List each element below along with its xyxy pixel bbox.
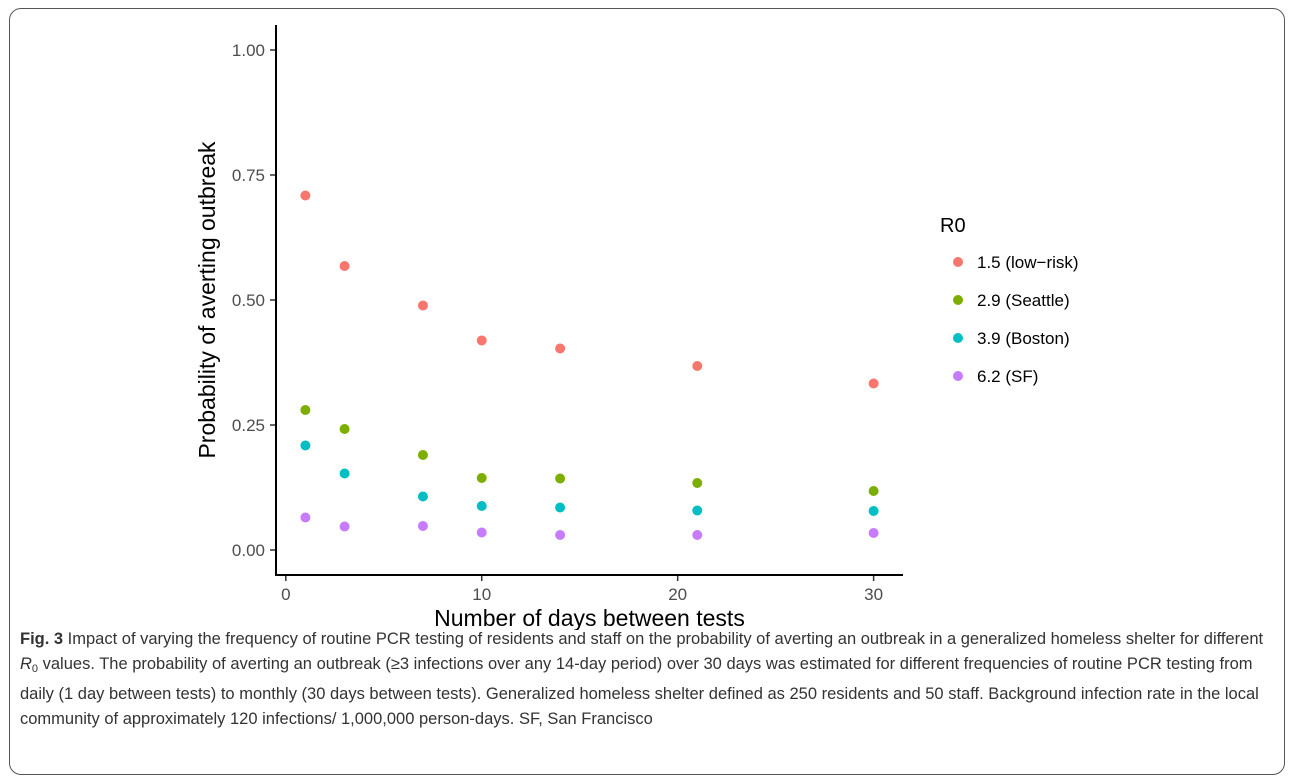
data-point: [692, 505, 703, 516]
data-point: [692, 361, 703, 371]
data-point: [476, 335, 487, 346]
legend: R0 1.5 (low−risk) 2.9 (Seattle) 3.9 (Bosto…: [940, 215, 1079, 386]
data-point: [476, 527, 487, 538]
data-point: [476, 473, 487, 483]
data-point: [300, 440, 311, 451]
data-point: [555, 343, 566, 354]
figure-label: Fig. 3: [20, 630, 64, 648]
data-point: [417, 521, 428, 531]
data-point: [692, 478, 703, 488]
data-point: [555, 530, 566, 540]
data-point: [417, 491, 428, 502]
data-point: [555, 473, 566, 484]
r0-subscript: 0: [31, 663, 39, 675]
y-tick-label: 0.25: [232, 416, 265, 435]
legend-key: [953, 333, 963, 343]
legend-label: 3.9 (Boston): [977, 329, 1070, 348]
r0-symbol: R: [20, 655, 32, 673]
y-tick-label: 0.75: [232, 166, 265, 185]
legend-title: R0: [940, 215, 966, 237]
caption-text-part2: values. The probability of averting an o…: [20, 655, 1259, 728]
legend-label: 6.2 (SF): [977, 367, 1038, 386]
data-point: [339, 521, 350, 532]
data-point: [692, 530, 703, 540]
x-axis-ticks: 0 10 20 30: [281, 575, 883, 604]
x-axis-label: Number of days between tests: [434, 605, 745, 630]
y-tick-label: 1.00: [232, 41, 265, 60]
x-tick-label: 0: [281, 585, 290, 604]
y-tick-label: 0.00: [232, 541, 265, 560]
data-point: [300, 190, 311, 201]
data-point: [555, 502, 566, 513]
legend-key: [953, 371, 963, 381]
data-point: [476, 501, 487, 511]
legend-label: 2.9 (Seattle): [977, 291, 1070, 310]
y-tick-label: 0.50: [232, 291, 265, 310]
y-axis-label: Probability of averting outbreak: [194, 141, 220, 459]
y-axis-ticks: 0.00 0.25 0.50 0.75 1.00: [232, 41, 276, 560]
data-point: [868, 378, 879, 389]
data-point: [868, 528, 879, 538]
legend-label: 1.5 (low−risk): [977, 253, 1079, 272]
data-point: [868, 506, 879, 516]
data-point: [417, 450, 428, 460]
figure-frame: [9, 8, 1285, 775]
x-tick-label: 10: [472, 585, 491, 604]
data-points: [300, 190, 879, 540]
data-point: [868, 486, 879, 496]
legend-key: [953, 295, 963, 305]
caption-text-part1: Impact of varying the frequency of routi…: [63, 630, 1264, 648]
data-point: [339, 468, 350, 479]
legend-key: [953, 257, 963, 267]
data-point: [339, 261, 350, 271]
scatter-chart: 0.00 0.25 0.50 0.75 1.00 0 10 20 30 Number of d…: [194, 25, 1079, 630]
x-tick-label: 20: [668, 585, 687, 604]
x-tick-label: 30: [864, 585, 883, 604]
figure-caption: Fig. 3 Impact of varying the frequency o…: [20, 627, 1275, 732]
data-point: [417, 300, 428, 311]
data-point: [300, 405, 311, 415]
data-point: [339, 424, 350, 434]
data-point: [300, 512, 311, 523]
